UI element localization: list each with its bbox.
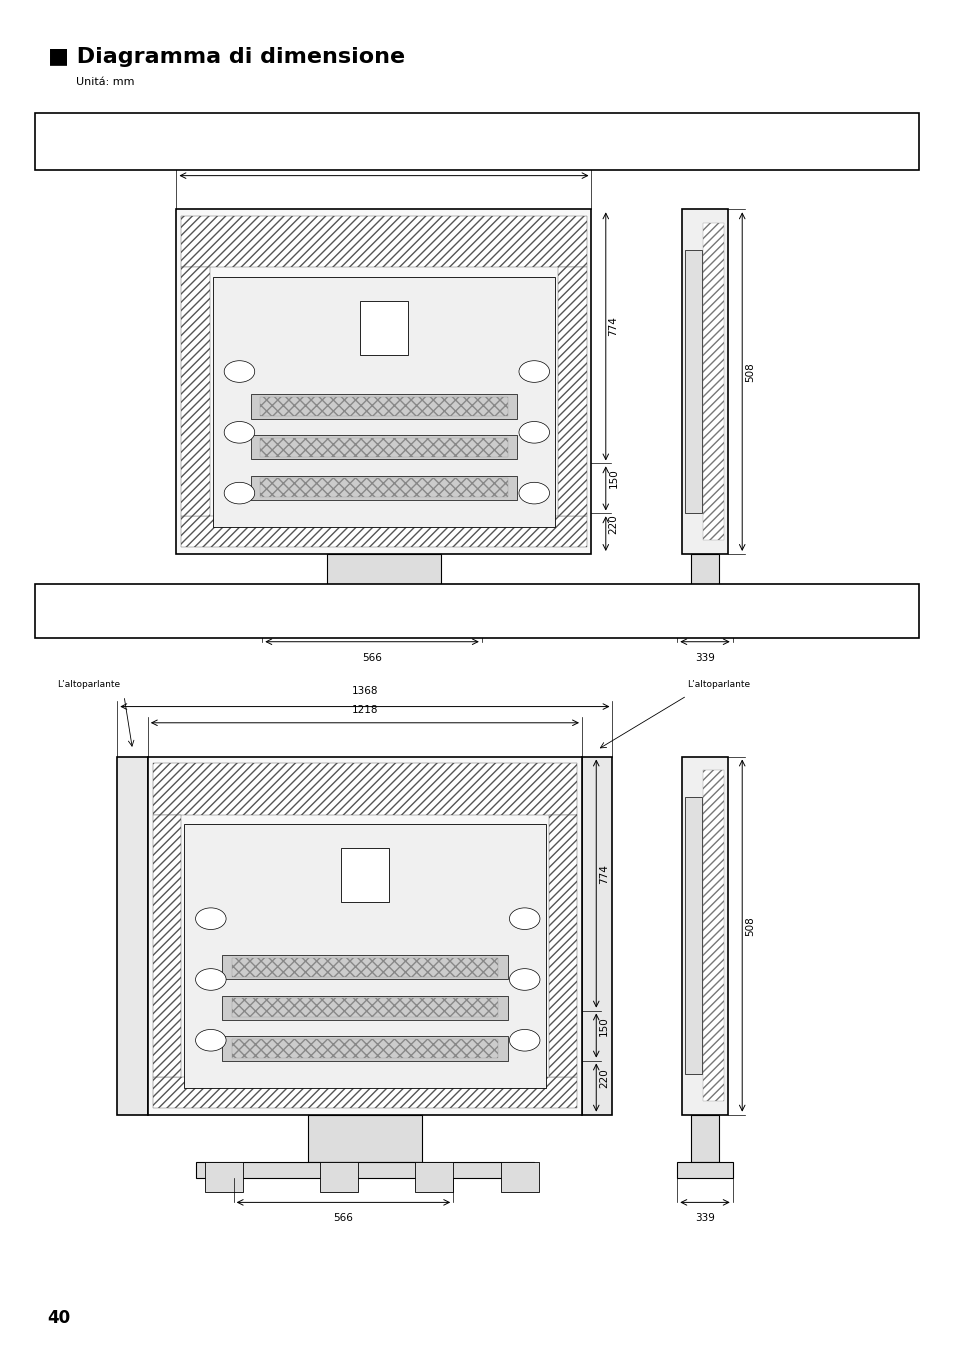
Bar: [690, 1115, 719, 1162]
Bar: [319, 1162, 357, 1192]
Ellipse shape: [195, 1029, 226, 1051]
Bar: [307, 1115, 421, 1162]
Bar: [184, 824, 545, 1088]
Bar: [581, 757, 612, 1115]
Bar: [232, 958, 497, 977]
Bar: [222, 955, 507, 979]
Bar: [152, 763, 577, 815]
Bar: [684, 797, 701, 1074]
Text: ■ Diagramma di dimensione: ■ Diagramma di dimensione: [48, 47, 404, 68]
Bar: [443, 601, 481, 631]
Text: 1218: 1218: [371, 155, 396, 165]
Bar: [152, 815, 181, 1077]
Bar: [117, 757, 148, 1115]
Bar: [690, 554, 719, 601]
Bar: [213, 277, 555, 527]
Ellipse shape: [509, 908, 539, 929]
Bar: [702, 223, 723, 540]
Bar: [251, 476, 517, 500]
Text: Il display modello 50″ durante l’uso normale (senza altoparlanti opzionali): Il display modello 50″ durante l’uso nor…: [170, 138, 783, 154]
Bar: [148, 757, 581, 1115]
Bar: [195, 1162, 534, 1178]
Bar: [260, 478, 507, 497]
Text: 339: 339: [695, 1213, 714, 1223]
Bar: [548, 815, 577, 1077]
Text: Unitá: mm: Unitá: mm: [76, 77, 134, 86]
Bar: [415, 1162, 453, 1192]
Ellipse shape: [518, 422, 549, 443]
Text: L’altoparlante: L’altoparlante: [686, 680, 749, 689]
FancyBboxPatch shape: [35, 584, 918, 638]
Text: L’altoparlante: L’altoparlante: [57, 680, 120, 689]
Bar: [222, 996, 507, 1020]
Text: 566: 566: [334, 1213, 353, 1223]
Text: 220: 220: [598, 1067, 608, 1088]
Ellipse shape: [518, 482, 549, 504]
Text: 40: 40: [48, 1309, 71, 1327]
Ellipse shape: [224, 361, 254, 382]
Bar: [251, 435, 517, 459]
Bar: [205, 1162, 243, 1192]
Text: 774: 774: [608, 316, 618, 336]
Bar: [677, 601, 732, 617]
Bar: [341, 848, 389, 902]
Bar: [558, 267, 586, 516]
Bar: [181, 216, 586, 267]
Text: 1218: 1218: [352, 705, 377, 715]
Text: 339: 339: [695, 653, 714, 662]
Bar: [359, 301, 407, 355]
Text: 1368: 1368: [352, 686, 377, 696]
Bar: [681, 757, 727, 1115]
Ellipse shape: [518, 361, 549, 382]
Text: 566: 566: [362, 653, 381, 662]
Text: 150: 150: [598, 1016, 608, 1036]
FancyBboxPatch shape: [35, 113, 918, 170]
Bar: [251, 394, 517, 419]
Bar: [681, 209, 727, 554]
Bar: [152, 1077, 577, 1108]
Ellipse shape: [195, 969, 226, 990]
Bar: [260, 438, 507, 457]
Bar: [260, 397, 507, 416]
Bar: [500, 1162, 538, 1192]
Bar: [181, 267, 210, 516]
Ellipse shape: [509, 1029, 539, 1051]
Bar: [233, 601, 272, 631]
Bar: [684, 250, 701, 513]
Bar: [181, 516, 586, 547]
Bar: [348, 601, 386, 631]
Bar: [326, 554, 440, 601]
Text: 220: 220: [608, 513, 618, 534]
Bar: [677, 1162, 732, 1178]
Bar: [232, 1039, 497, 1058]
Bar: [224, 601, 543, 617]
Bar: [222, 1036, 507, 1061]
Ellipse shape: [509, 969, 539, 990]
Ellipse shape: [224, 482, 254, 504]
Text: 508: 508: [744, 916, 754, 935]
Text: 508: 508: [744, 362, 754, 381]
Ellipse shape: [195, 908, 226, 929]
Text: 774: 774: [598, 863, 608, 884]
Ellipse shape: [224, 422, 254, 443]
Text: 150: 150: [608, 469, 618, 489]
Text: Il display modello 50″ con altoparlanti opzionali attaccati a tutti idue lati de: Il display modello 50″ con altoparlanti …: [161, 608, 792, 621]
Bar: [176, 209, 591, 554]
Bar: [232, 998, 497, 1017]
Bar: [529, 601, 567, 631]
Bar: [702, 770, 723, 1101]
